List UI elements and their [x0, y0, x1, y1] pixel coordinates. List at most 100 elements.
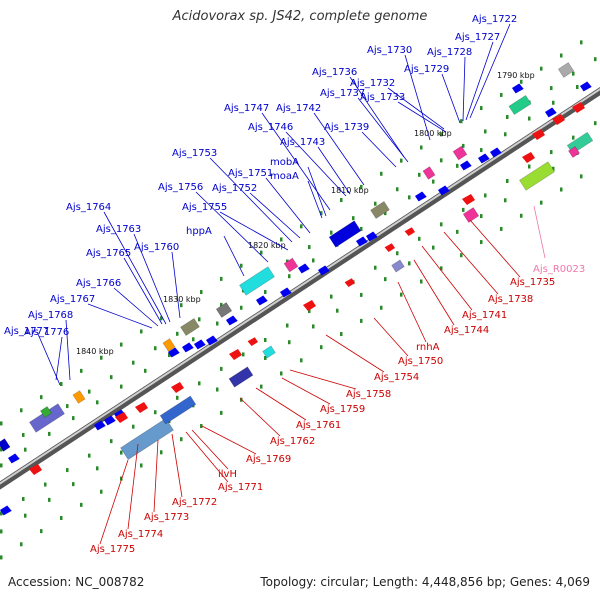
minus-strand-arrow	[229, 349, 242, 360]
track-tick	[24, 513, 27, 518]
track-tick	[580, 40, 583, 45]
gene-label-plus: Ajs_1727	[455, 32, 500, 43]
leader-line	[127, 443, 139, 530]
plus-strand-arrow	[366, 231, 378, 242]
leader-line	[265, 177, 311, 234]
track-tick	[264, 355, 267, 360]
plus-strand-gene	[328, 220, 362, 248]
leader-line	[223, 235, 245, 277]
track-tick	[480, 214, 483, 219]
track-tick	[192, 337, 195, 342]
plus-strand-arrow	[415, 191, 427, 202]
track-tick	[96, 466, 99, 471]
track-tick	[80, 368, 83, 373]
plus-strand-arrow	[194, 339, 206, 350]
gene-label-plus: Ajs_1742	[276, 103, 321, 114]
track-tick	[0, 463, 3, 468]
minus-strand-gene	[568, 146, 580, 158]
minus-strand-arrow	[171, 382, 184, 393]
track-tick	[500, 92, 503, 97]
track-tick	[96, 400, 99, 405]
leader-line	[361, 131, 397, 168]
track-tick	[308, 245, 311, 250]
plus-strand-gene	[508, 94, 532, 116]
plus-strand-arrow	[104, 415, 116, 426]
track-tick	[462, 143, 465, 148]
track-tick	[418, 236, 421, 241]
track-tick	[360, 184, 363, 189]
plus-strand-gene	[180, 318, 200, 336]
gene-label-minus: ilvH	[218, 469, 237, 480]
track-tick	[120, 450, 123, 455]
track-tick	[506, 114, 509, 119]
track-tick	[60, 382, 63, 387]
plus-strand-arrow	[356, 236, 368, 247]
leader-line	[103, 211, 167, 325]
track-tick	[550, 150, 553, 155]
track-tick	[288, 340, 291, 345]
leader-line	[307, 166, 327, 217]
track-tick	[154, 410, 157, 415]
leader-line	[313, 112, 365, 186]
track-tick	[504, 132, 507, 137]
plus-strand-gene	[452, 145, 468, 161]
gene-label-plus: Ajs_1755	[182, 202, 227, 213]
gene-label-plus: Ajs_1728	[427, 47, 472, 58]
track-tick	[396, 187, 399, 192]
gene-label-plus: Ajs_1751	[228, 168, 273, 179]
track-tick	[408, 195, 411, 200]
minus-strand-arrow	[247, 337, 258, 346]
track-tick	[176, 331, 179, 336]
track-tick	[140, 329, 143, 334]
track-tick	[24, 447, 27, 452]
plus-strand-gene	[72, 390, 86, 404]
track-tick	[420, 279, 423, 284]
track-tick	[418, 172, 421, 177]
track-tick	[572, 135, 575, 140]
plus-strand-arrow	[580, 81, 592, 92]
minus-strand-gene	[462, 207, 480, 223]
track-tick	[154, 346, 157, 351]
track-tick	[528, 164, 531, 169]
track-tick	[480, 106, 483, 111]
track-tick	[220, 302, 223, 307]
track-tick	[384, 277, 387, 282]
gene-label-minus: Ajs_1735	[510, 277, 555, 288]
plus-strand-arrow	[545, 107, 557, 118]
track-tick	[504, 198, 507, 203]
genome-backbone-highlight	[0, 87, 600, 485]
track-tick	[240, 305, 243, 310]
track-tick	[88, 453, 91, 458]
plus-strand-arrow	[8, 453, 20, 464]
track-tick	[340, 332, 343, 337]
gene-label-plus: Ajs_1753	[172, 148, 217, 159]
track-tick	[576, 84, 579, 89]
track-tick	[216, 387, 219, 392]
track-tick	[100, 355, 103, 360]
track-tick	[48, 497, 51, 502]
leader-line	[153, 439, 159, 513]
gene-label-plus: Ajs_1776	[24, 327, 69, 338]
scale-label: 1840 kbp	[76, 347, 114, 356]
track-tick	[330, 294, 333, 299]
minus-strand-arrow	[29, 464, 42, 475]
track-tick	[160, 316, 163, 321]
leader-line	[462, 56, 466, 122]
track-tick	[506, 178, 509, 183]
gene-label-minus: Ajs_1741	[462, 310, 507, 321]
track-tick	[552, 166, 555, 171]
track-tick	[120, 476, 123, 481]
track-tick	[550, 86, 553, 91]
gene-label-plus: Ajs_1763	[96, 224, 141, 235]
track-tick	[400, 292, 403, 297]
track-tick	[480, 240, 483, 245]
scale-label: 1790 kbp	[497, 71, 535, 80]
leader-line	[441, 73, 461, 124]
track-tick	[0, 421, 3, 426]
track-tick	[220, 410, 223, 415]
track-tick	[280, 371, 283, 376]
gene-label-minus: Ajs_1773	[144, 512, 189, 523]
leader-line	[201, 425, 257, 455]
track-tick	[176, 395, 179, 400]
track-tick	[552, 100, 555, 105]
